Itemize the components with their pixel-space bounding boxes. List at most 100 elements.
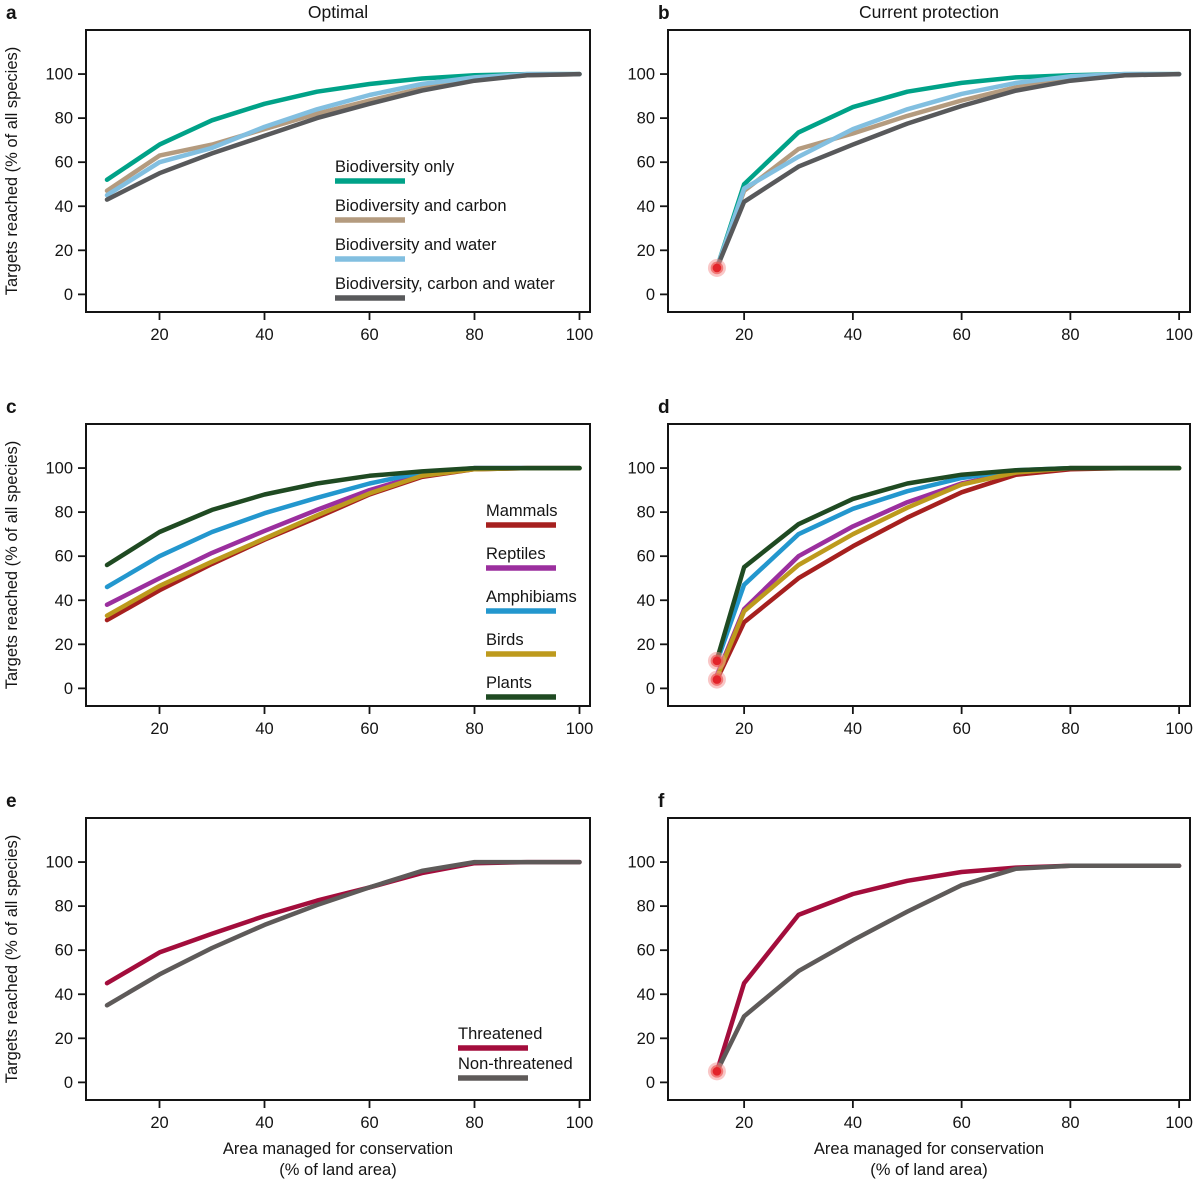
x-tick-label: 100 (566, 326, 594, 344)
start-marker-dot (712, 1067, 722, 1076)
x-tick-label: 80 (1061, 720, 1079, 738)
panel-title: Current protection (859, 2, 999, 22)
y-tick-label: 80 (55, 110, 73, 128)
x-tick-label: 80 (465, 1114, 483, 1132)
series-line-plants (714, 465, 1182, 662)
series-line-biodiversity-and-carbon (714, 71, 1182, 271)
x-tick-label: 20 (735, 720, 753, 738)
legend-label-non-threatened: Non-threatened (458, 1055, 573, 1073)
series-line-biodiversity-carbon-and-water (104, 71, 582, 202)
y-tick-label: 80 (55, 898, 73, 916)
chart-d: 20 40 60 80 100 0 20 40 60 80 100 d (627, 397, 1193, 738)
y-tick-label: 0 (646, 286, 655, 304)
y-tick-label: 20 (637, 636, 655, 654)
y-tick-label: 0 (64, 680, 73, 698)
x-tick-label: 80 (465, 326, 483, 344)
x-tick-label: 80 (1061, 326, 1079, 344)
series-line-non-threatened (104, 859, 582, 1008)
y-tick-label: 20 (637, 242, 655, 260)
series-line-threatened (714, 863, 1182, 1074)
series-line-biodiversity-and-water (714, 71, 1182, 271)
y-tick-label: 0 (646, 680, 655, 698)
x-tick-label: 100 (1165, 1114, 1193, 1132)
x-tick-label: 20 (735, 326, 753, 344)
axes-box (667, 423, 1191, 707)
y-tick-label: 0 (64, 1074, 73, 1092)
x-tick-label: 100 (1165, 720, 1193, 738)
legend-label-biodiversity-carbon-and-water: Biodiversity, carbon and water (335, 275, 555, 293)
panel-letter-b: b (658, 3, 670, 24)
x-tick-label: 100 (566, 720, 594, 738)
legend-label-amphibiams: Amphibiams (486, 588, 577, 606)
y-tick-label: 80 (55, 504, 73, 522)
y-tick-label: 100 (45, 854, 73, 872)
x-tick-label: 60 (952, 1114, 970, 1132)
x-axis-label-line1: Area managed for conservation (223, 1140, 453, 1158)
panel-e: 20 40 60 80 100 0 20 40 60 80 100 e Targets reached … (0, 788, 600, 1182)
y-tick-label: 80 (637, 504, 655, 522)
x-tick-label: 40 (844, 1114, 862, 1132)
y-tick-label: 40 (55, 986, 73, 1004)
x-tick-label: 100 (1165, 326, 1193, 344)
panel-a: 20 40 60 80 100 0 20 40 60 80 100 a Optimal Targets r… (0, 0, 600, 394)
panel-letter-d: d (658, 397, 670, 418)
panel-letter-f: f (658, 791, 665, 812)
y-tick-label: 20 (55, 242, 73, 260)
y-tick-label: 40 (55, 198, 73, 216)
legend-label-biodiversity-only: Biodiversity only (335, 158, 455, 176)
y-axis-label: Targets reached (% of all species) (3, 441, 21, 690)
y-tick-label: 100 (627, 854, 655, 872)
panel-d: 20 40 60 80 100 0 20 40 60 80 100 d (600, 394, 1200, 788)
y-tick-label: 60 (637, 154, 655, 172)
y-tick-label: 40 (637, 986, 655, 1004)
x-tick-label: 20 (150, 1114, 168, 1132)
x-tick-label: 100 (566, 1114, 594, 1132)
y-tick-label: 80 (637, 110, 655, 128)
x-tick-label: 80 (465, 720, 483, 738)
panel-b: 20 40 60 80 100 0 20 40 60 80 100 b Current protecti… (600, 0, 1200, 394)
x-axis-label-line2: (% of land area) (870, 1161, 987, 1179)
x-axis-label-line2: (% of land area) (279, 1161, 396, 1179)
y-tick-label: 100 (45, 460, 73, 478)
legend-label-biodiversity-and-water: Biodiversity and water (335, 236, 497, 254)
chart-f: 20 40 60 80 100 0 20 40 60 80 100 f Area managed for… (627, 791, 1193, 1179)
x-tick-label: 40 (255, 1114, 273, 1132)
legend-label-biodiversity-and-carbon: Biodiversity and carbon (335, 197, 507, 215)
series-line-plants (104, 465, 582, 568)
y-tick-label: 100 (627, 460, 655, 478)
chart-b: 20 40 60 80 100 0 20 40 60 80 100 b Current protecti… (627, 2, 1193, 344)
y-axis-label: Targets reached (% of all species) (3, 47, 21, 296)
start-marker-dot (712, 656, 722, 666)
x-axis-label-line1: Area managed for conservation (814, 1140, 1044, 1158)
y-tick-label: 20 (55, 1030, 73, 1048)
y-tick-label: 20 (637, 1030, 655, 1048)
y-tick-label: 40 (637, 592, 655, 610)
x-tick-label: 60 (952, 326, 970, 344)
chart-c: 20 40 60 80 100 0 20 40 60 80 100 c Targets reached … (3, 397, 594, 738)
x-tick-label: 40 (844, 720, 862, 738)
legend-label-reptiles: Reptiles (486, 545, 546, 563)
y-tick-label: 40 (55, 592, 73, 610)
x-tick-label: 60 (952, 720, 970, 738)
chart-a: 20 40 60 80 100 0 20 40 60 80 100 a Optimal Targets r… (3, 2, 594, 344)
x-tick-label: 20 (150, 720, 168, 738)
series-line-non-threatened (714, 863, 1182, 1074)
y-tick-label: 20 (55, 636, 73, 654)
axes-box (667, 817, 1191, 1101)
y-tick-label: 100 (45, 66, 73, 84)
axes-box (85, 29, 591, 313)
y-axis-label: Targets reached (% of all species) (3, 835, 21, 1084)
legend-label-birds: Birds (486, 631, 524, 649)
legend-label-mammals: Mammals (486, 502, 558, 520)
x-tick-label: 60 (360, 1114, 378, 1132)
x-tick-label: 40 (255, 326, 273, 344)
series-line-biodiversity-carbon-and-water (714, 71, 1182, 271)
y-tick-label: 60 (55, 942, 73, 960)
panel-c: 20 40 60 80 100 0 20 40 60 80 100 c Targets reached … (0, 394, 600, 788)
y-tick-label: 100 (627, 66, 655, 84)
legend-label-plants: Plants (486, 674, 532, 692)
y-tick-label: 60 (55, 548, 73, 566)
axes-box (85, 817, 591, 1101)
y-tick-label: 60 (637, 942, 655, 960)
